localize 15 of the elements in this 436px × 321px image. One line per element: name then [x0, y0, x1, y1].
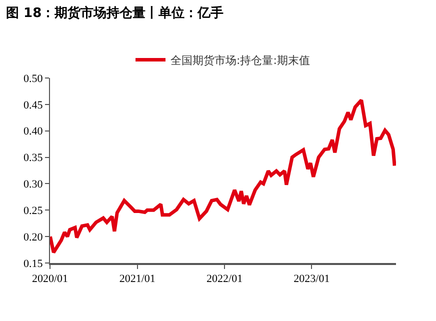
x-tick-label: 2021/01: [119, 272, 156, 285]
x-tick-label: 2020/01: [32, 272, 68, 285]
y-tick-label: 0.45: [24, 99, 44, 112]
y-tick-label: 0.15: [24, 258, 44, 270]
line-series: [50, 98, 396, 254]
y-tick-label: 0.20: [24, 231, 44, 244]
y-tick-label: 0.35: [24, 152, 44, 164]
x-tick-label: 2022/01: [206, 272, 243, 285]
y-tick-label: 0.25: [24, 204, 44, 217]
y-tick-label: 0.40: [24, 126, 44, 138]
chart-title: 图 18：期货市场持仓量丨单位：亿手: [6, 4, 224, 22]
x-tick-label: 2023/01: [294, 272, 330, 285]
legend-label: 全国期货市场:持仓量:期末值: [170, 54, 310, 68]
y-tick-label: 0.50: [24, 72, 44, 85]
y-tick-label: 0.30: [24, 178, 44, 191]
